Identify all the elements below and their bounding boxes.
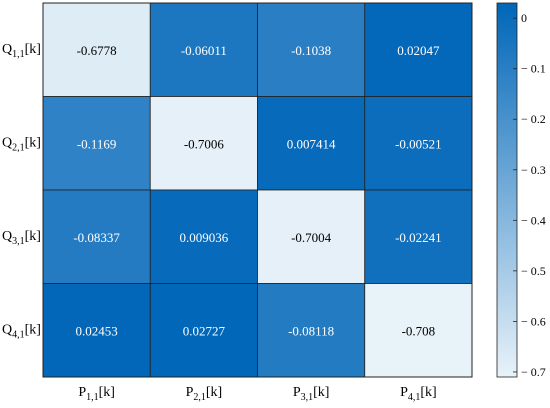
cell-value-label: 0.02047 (397, 43, 440, 58)
cell-value-label: -0.08118 (288, 323, 334, 338)
colorbar-tick-label: − 0.1 (521, 62, 546, 76)
y-tick-label-4: Q4,1[k] (2, 323, 41, 341)
cell-value-label: 0.02727 (183, 323, 226, 338)
cell-value-label: -0.06011 (181, 43, 227, 58)
y-axis-labels: Q1,1[k] Q2,1[k] Q3,1[k] Q4,1[k] (2, 42, 41, 341)
y-tick-label-2: Q2,1[k] (2, 136, 41, 154)
cell-value-label: -0.00521 (395, 136, 442, 151)
x-tick-label-1: P1,1[k] (78, 385, 115, 403)
heatmap-cell-r2-c4 (364, 96, 473, 191)
colorbar: 0 − 0.1 − 0.2 − 0.3 − 0.4 − 0.5 − 0.6 − 0.7 (496, 2, 546, 379)
heatmap-cell-r3-c4 (364, 189, 473, 284)
cell-value-label: -0.708 (402, 323, 436, 338)
heatmap-cell-r2-c2 (149, 96, 258, 191)
colorbar-tick-label: − 0.3 (521, 163, 546, 177)
heatmap-cell-r1-c1 (42, 2, 151, 97)
x-axis-labels: P1,1[k] P2,1[k] P3,1[k] P4,1[k] (78, 385, 436, 403)
colorbar-tick-label: − 0.5 (521, 264, 546, 278)
cell-value-label: -0.6778 (77, 43, 117, 58)
y-tick-label-1: Q1,1[k] (2, 42, 41, 60)
heatmap-cell-r4-c3 (257, 283, 366, 378)
plot-border (42, 2, 473, 378)
x-tick-label-4: P4,1[k] (400, 385, 437, 403)
x-tick-label-2: P2,1[k] (186, 385, 223, 403)
cell-value-label: -0.02241 (395, 230, 442, 245)
colorbar-tick-label: − 0.7 (521, 365, 546, 379)
colorbar-tick-label: − 0.4 (521, 213, 546, 227)
cell-value-label: 0.02453 (76, 323, 118, 338)
heatmap-cell-r3-c2 (149, 189, 258, 284)
colorbar-tick-label: − 0.2 (521, 112, 546, 126)
heatmap-cell-r1-c2 (149, 2, 258, 97)
heatmap-cell-r1-c4 (364, 2, 473, 97)
cell-value-label: -0.1169 (77, 136, 117, 151)
colorbar-gradient (496, 2, 518, 378)
heatmap-cell-r4-c4 (364, 283, 473, 378)
heatmap-cell-r4-c2 (149, 283, 258, 378)
heatmap-cell-r4-c1 (42, 283, 151, 378)
cell-value-label: -0.7006 (184, 136, 225, 151)
cell-value-label: -0.7004 (291, 230, 332, 245)
x-tick-label-3: P3,1[k] (293, 385, 330, 403)
colorbar-tick-label: 0 (521, 11, 527, 25)
cell-value-label: 0.009036 (180, 230, 229, 245)
cell-value-label: -0.1038 (291, 43, 331, 58)
colorbar-tick-label: − 0.6 (521, 314, 546, 328)
y-tick-label-3: Q3,1[k] (2, 229, 41, 247)
cell-value-label: 0.007414 (287, 136, 336, 151)
cell-value-label: -0.08337 (73, 230, 120, 245)
heatmap-cell-r2-c1 (42, 96, 151, 191)
heatmap-cells: -0.6778 -0.06011 -0.1038 0.02047 -0.1169 -0.7… (42, 2, 473, 378)
